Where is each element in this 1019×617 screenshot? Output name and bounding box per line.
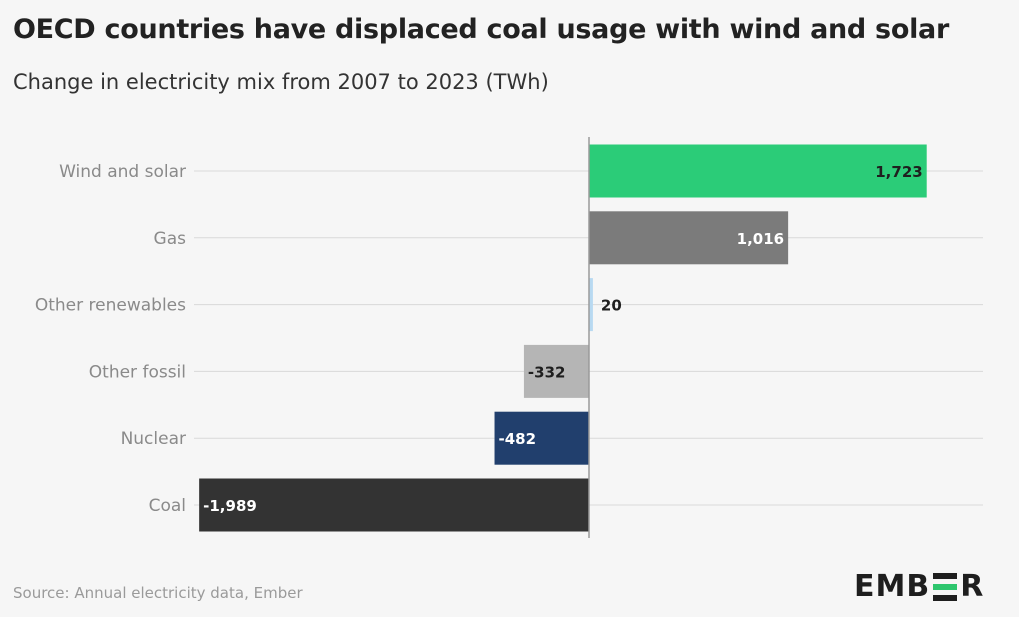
chart-title: OECD countries have displaced coal usage… bbox=[13, 14, 949, 45]
logo-text-right: R bbox=[960, 569, 985, 604]
bar bbox=[589, 278, 593, 332]
bar bbox=[589, 144, 927, 198]
bar bbox=[199, 478, 589, 532]
bar-chart: Wind and solar 1,723 Gas 1,016 Other renewab… bbox=[35, 137, 983, 538]
ember-logo: EMB R bbox=[854, 569, 984, 604]
value-label: 1,016 bbox=[737, 230, 784, 248]
value-label: -1,989 bbox=[203, 497, 257, 515]
category-label: Other renewables bbox=[35, 296, 186, 316]
bar bbox=[494, 411, 589, 465]
value-label: -482 bbox=[499, 430, 537, 448]
bar bbox=[589, 211, 789, 265]
logo-text-left: EMB bbox=[854, 569, 931, 604]
chart-subtitle: Change in electricity mix from 2007 to 2… bbox=[13, 70, 549, 94]
category-label: Wind and solar bbox=[59, 162, 186, 182]
category-label: Coal bbox=[149, 496, 186, 516]
category-label: Gas bbox=[154, 229, 187, 249]
logo-e-mark bbox=[933, 572, 958, 601]
category-label: Other fossil bbox=[89, 362, 186, 382]
bar bbox=[523, 344, 589, 398]
value-label: 1,723 bbox=[875, 163, 922, 181]
category-label: Nuclear bbox=[121, 429, 186, 449]
source-note: Source: Annual electricity data, Ember bbox=[13, 584, 303, 602]
value-label: 20 bbox=[601, 297, 622, 315]
value-label: -332 bbox=[528, 363, 566, 381]
